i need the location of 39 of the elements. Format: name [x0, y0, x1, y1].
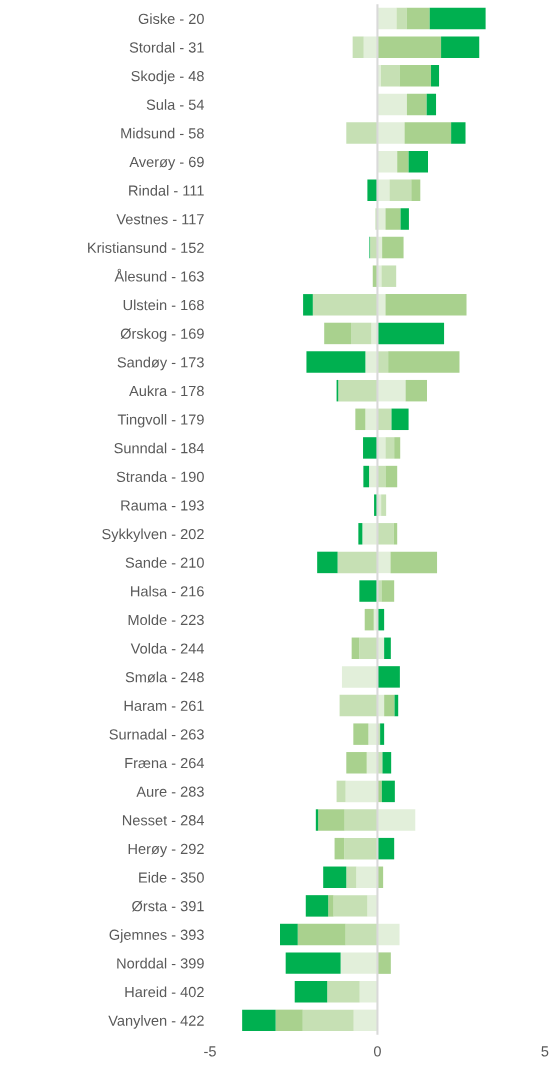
- y-tick-label: Kristiansund - 152: [88, 242, 204, 253]
- y-tick-label: Stordal - 31: [129, 41, 204, 53]
- y-tick-label: Herøy - 292: [128, 843, 204, 857]
- y-tick-label: Aure - 283: [136, 786, 204, 797]
- y-tick-label: Giske - 20: [138, 13, 204, 25]
- y-tick-label: Sunndal - 184: [114, 442, 205, 454]
- y-tick-label: Skodje - 48: [131, 70, 204, 85]
- y-tick-label: Vestnes - 117: [116, 214, 204, 225]
- y-tick-label: Sula - 54: [146, 99, 205, 110]
- x-tick-label: 5: [541, 1046, 549, 1057]
- y-tick-label: Ørsta - 391: [132, 900, 204, 912]
- y-tick-label: Nesset - 284: [122, 815, 205, 826]
- y-tick-label: Ålesund - 163: [114, 268, 204, 282]
- y-tick-label: Ørskog - 169: [120, 328, 204, 342]
- y-tick-label: Aukra - 178: [129, 385, 204, 397]
- y-tick-label: Ulstein - 168: [123, 299, 204, 311]
- y-tick-label: Midsund - 58: [121, 127, 204, 139]
- y-tick-label: Vanylven - 422: [108, 1015, 204, 1029]
- y-tick-label: Smøla - 248: [125, 671, 204, 683]
- y-tick-label: Eide - 350: [139, 871, 204, 883]
- y-tick-label: Tingvoll - 179: [117, 414, 204, 428]
- y-tick-label: Surnadal - 263: [109, 728, 204, 740]
- y-tick-label: Gjemnes - 393: [109, 929, 204, 943]
- y-tick-label: Averøy - 69: [129, 156, 204, 171]
- y-tick-label: Halsa - 216: [131, 585, 204, 597]
- y-tick-label: Stranda - 190: [116, 471, 204, 482]
- y-tick-label: Rindal - 111: [129, 185, 204, 196]
- y-tick-label: Haram - 261: [124, 700, 204, 711]
- y-tick-label: Norddal - 399: [117, 957, 204, 969]
- x-tick-label: 0: [373, 1046, 381, 1057]
- y-tick-label: Volda - 244: [130, 643, 205, 654]
- y-tick-label: Molde - 223: [128, 614, 204, 626]
- y-tick-label: Fræna - 264: [125, 757, 205, 769]
- y-tick-label: Hareid - 402: [125, 986, 204, 998]
- x-tick-label: -5: [204, 1046, 216, 1057]
- y-tick-label: Sykkylven - 202: [102, 528, 204, 543]
- y-tick-label: Sande - 210: [125, 557, 204, 568]
- y-tick-label: Rauma - 193: [121, 500, 204, 511]
- y-tick-label: Sandøy - 173: [117, 356, 204, 371]
